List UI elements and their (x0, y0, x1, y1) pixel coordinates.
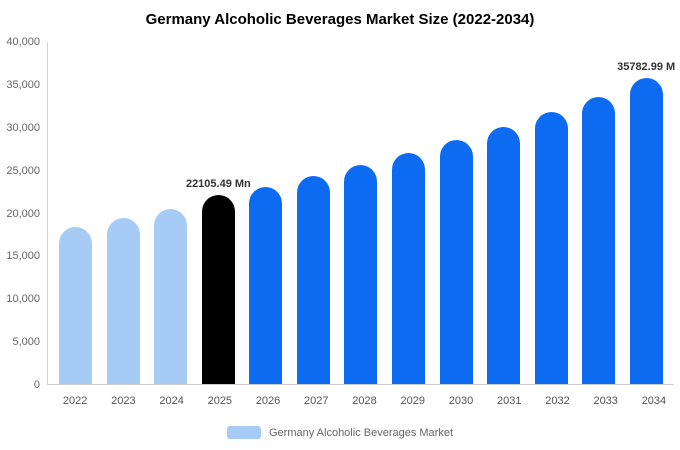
bar-2031 (487, 126, 521, 384)
x-axis-label-2022: 2022 (62, 395, 88, 407)
bar-column-2031 (480, 42, 528, 384)
y-axis: 0 5,000 10,000 15,000 20,000 25,000 30,000 35,0… (0, 36, 44, 391)
bar-2022 (59, 226, 93, 384)
x-axis-label-2032: 2032 (545, 395, 570, 407)
bar-column-2034: 35782.99 M (617, 42, 675, 384)
bar-2026 (249, 186, 283, 384)
y-axis-tick-label: 0 (33, 379, 40, 391)
legend-swatch (226, 426, 261, 439)
y-axis-tick-label: 10,000 (6, 293, 40, 306)
bars-group: 22105.49 Mn 35782.99 M (48, 42, 675, 384)
bar-column-2029 (385, 42, 433, 384)
x-axis-label-2034: 2034 (641, 395, 667, 407)
x-axis-label-2027: 2027 (304, 395, 329, 407)
y-axis-tick-label: 35,000 (6, 78, 40, 91)
bar-2028 (344, 165, 378, 384)
bar-column-2025: 22105.49 Mn (186, 42, 251, 384)
bar-2025 (201, 195, 235, 384)
plot-area: 22105.49 Mn 35782.99 M (47, 42, 675, 385)
y-axis-tick-label: 40,000 (6, 36, 40, 48)
x-axis-label-2024: 2024 (159, 395, 184, 407)
x-axis-label-2029: 2029 (400, 395, 425, 407)
chart-title: Germany Alcoholic Beverages Market Size … (145, 11, 535, 28)
bar-column-2033 (575, 42, 623, 384)
legend-label: Germany Alcoholic Beverages Market (268, 426, 454, 439)
bar-2034 (629, 78, 663, 384)
bar-2029 (391, 153, 425, 384)
bar-column-2028 (337, 42, 385, 384)
bar-column-2023 (100, 42, 148, 384)
x-axis-label-2026: 2026 (255, 395, 281, 407)
bar-2024 (154, 208, 188, 384)
x-axis-label-2028: 2028 (352, 395, 377, 407)
bar-column-2032 (527, 42, 575, 384)
y-axis-tick-label: 30,000 (6, 121, 40, 134)
legend: Germany Alcoholic Beverages Market (0, 426, 680, 439)
bar-2030 (439, 140, 473, 384)
bar-2023 (106, 218, 140, 384)
x-axis-label-2025: 2025 (207, 395, 233, 407)
x-axis-label-2031: 2031 (496, 395, 522, 407)
y-axis-tick-label: 20,000 (6, 207, 40, 220)
x-axis-label-2030: 2030 (448, 395, 474, 407)
y-axis-tick-label: 15,000 (6, 250, 40, 263)
data-label-2025: 22105.49 Mn (185, 178, 251, 190)
bar-2032 (534, 112, 568, 384)
x-axis-label-2033: 2033 (593, 395, 618, 407)
bar-2027 (296, 176, 330, 384)
x-axis: 2022 2023 2024 2025 2026 2027 2028 2029 2030 2031… (47, 389, 680, 407)
y-axis-tick-label: 25,000 (6, 164, 40, 177)
bar-2033 (582, 96, 616, 384)
bar-column-2027 (290, 42, 338, 384)
x-axis-label-2023: 2023 (111, 395, 136, 407)
bar-column-2026 (242, 42, 290, 384)
bar-column-2030 (432, 42, 480, 384)
bar-column-2022 (52, 42, 100, 384)
data-label-2034: 35782.99 M (617, 61, 676, 74)
y-axis-tick-label: 5,000 (12, 336, 40, 349)
bar-column-2024 (147, 42, 195, 384)
